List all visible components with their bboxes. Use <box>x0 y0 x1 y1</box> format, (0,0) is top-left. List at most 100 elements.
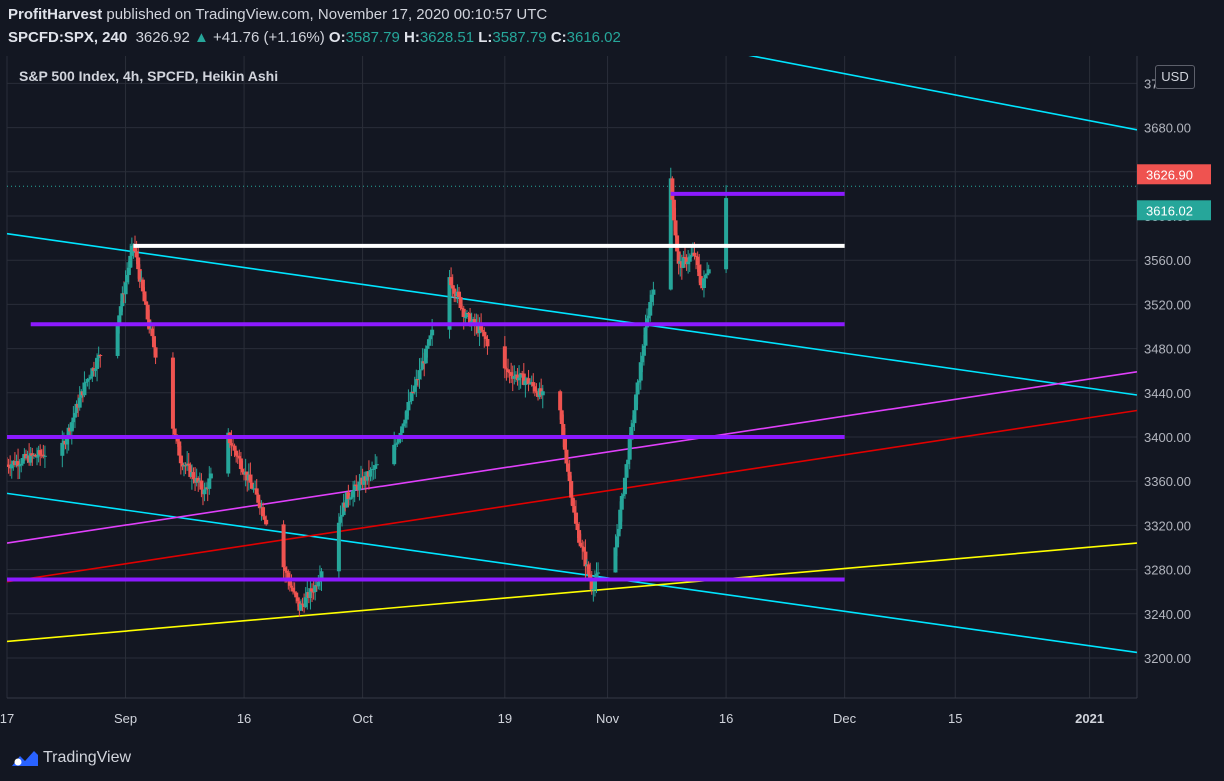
candle-body <box>347 498 352 500</box>
candle-body <box>237 456 242 459</box>
yellow-trend-line[interactable] <box>7 542 1137 643</box>
candle-body <box>581 547 586 552</box>
candle-down <box>144 294 149 306</box>
currency-button[interactable]: USD <box>1155 65 1195 89</box>
candle-body <box>619 495 624 510</box>
candle-body <box>30 453 35 456</box>
candle-body <box>426 339 431 346</box>
candle-up <box>96 346 101 362</box>
candle-body <box>373 465 378 469</box>
candle-up <box>616 528 621 545</box>
candle-body <box>313 585 318 593</box>
candle-body <box>150 328 155 337</box>
candle-down <box>534 383 539 395</box>
candle-body <box>592 581 597 589</box>
candle-body <box>589 580 594 591</box>
current-price-tag: 3626.90 <box>1137 164 1211 185</box>
candle-body <box>199 480 204 490</box>
candle-body <box>134 251 139 258</box>
candle-body <box>66 427 71 438</box>
close-value: 3616.02 <box>566 29 621 46</box>
candle-body <box>698 276 703 286</box>
candle-body <box>357 481 362 491</box>
cyan-channel-middle-line[interactable] <box>7 232 1137 396</box>
candle-body <box>695 256 700 266</box>
candle-down <box>526 369 531 392</box>
candle-body <box>98 355 103 357</box>
cyan-channel-bottom-line[interactable] <box>7 492 1137 654</box>
candle-up <box>298 599 303 612</box>
up-arrow-icon: ▲ <box>193 29 209 46</box>
candle-body <box>261 507 266 517</box>
candle-body <box>289 585 294 588</box>
candle-up <box>82 371 87 398</box>
candle-body <box>627 437 632 460</box>
tradingview-brand[interactable]: TradingView <box>43 749 132 766</box>
candle-body <box>207 478 212 489</box>
candle-body <box>145 304 150 320</box>
candle-body <box>615 536 620 548</box>
low-value: 3587.79 <box>492 29 547 46</box>
candle-body <box>621 494 626 496</box>
time-tick-label: 19 <box>498 711 512 726</box>
time-axis[interactable]: 17 Sep 16 Oct 19 Nov 16 Dec 15 2021 <box>0 711 1104 726</box>
candle-down <box>346 484 351 508</box>
open-value: 3587.79 <box>345 29 400 46</box>
candle-body <box>229 443 234 446</box>
tradingview-logo-icon[interactable] <box>10 748 40 768</box>
candle-body <box>88 376 93 379</box>
candle-down <box>142 287 147 302</box>
candle-body <box>338 516 343 523</box>
candle-down <box>177 436 182 456</box>
candle-down <box>532 382 537 397</box>
price-tag-label: 3626.90 <box>1146 167 1193 182</box>
candle-body <box>72 413 77 418</box>
candle-body <box>123 282 128 295</box>
candle-body <box>528 383 533 385</box>
candle-body <box>125 275 130 283</box>
candle-body <box>569 481 574 498</box>
footer: TradingView <box>0 736 1224 781</box>
price-tick-label: 3360.00 <box>1144 474 1191 489</box>
candle-body <box>284 570 289 573</box>
candle-body <box>523 380 528 385</box>
candle-body <box>120 293 125 307</box>
series-legend-title[interactable]: S&P 500 Index, 4h, SPCFD, Heikin Ashi <box>19 68 279 84</box>
candle-body <box>521 373 526 385</box>
candle-body <box>340 515 345 517</box>
cyan-channel-top-line[interactable] <box>671 56 1137 131</box>
author-name[interactable]: ProfitHarvest <box>8 6 103 23</box>
candle-up <box>701 270 706 298</box>
candle-body <box>668 178 673 290</box>
chart-header: ProfitHarvest published on TradingView.c… <box>0 0 1224 56</box>
high-value: 3628.51 <box>419 29 475 46</box>
high-label: H: <box>404 29 420 46</box>
candle-body <box>65 437 70 445</box>
candle-body <box>449 277 454 286</box>
plot-area[interactable] <box>5 56 1137 654</box>
candle-body <box>403 419 408 424</box>
candle-body <box>624 464 629 478</box>
magenta-trend-line[interactable] <box>7 371 1137 544</box>
candle-body <box>409 391 414 402</box>
candle-up <box>71 406 76 430</box>
price-change: +41.76 (+1.16%) <box>213 29 325 46</box>
candle-body <box>292 591 297 593</box>
candle-body <box>294 592 299 598</box>
candle-body <box>512 376 517 379</box>
time-tick-label: Oct <box>352 711 373 726</box>
candle-body <box>703 274 708 279</box>
candle-up <box>651 281 656 306</box>
candle-down <box>153 345 158 365</box>
candle-body <box>559 410 564 425</box>
candle-down <box>675 232 680 252</box>
candle-body <box>586 564 591 575</box>
candle-body <box>311 591 316 593</box>
candle-body <box>578 542 583 547</box>
candle-body <box>172 428 177 435</box>
candle-down <box>196 476 201 492</box>
candle-body <box>479 325 484 331</box>
candle-body <box>646 315 651 319</box>
price-tick-label: 3200.00 <box>1144 651 1191 666</box>
price-chart[interactable]: 3200.00 3240.00 3280.00 3320.00 3360.00 3400.… <box>0 56 1224 736</box>
